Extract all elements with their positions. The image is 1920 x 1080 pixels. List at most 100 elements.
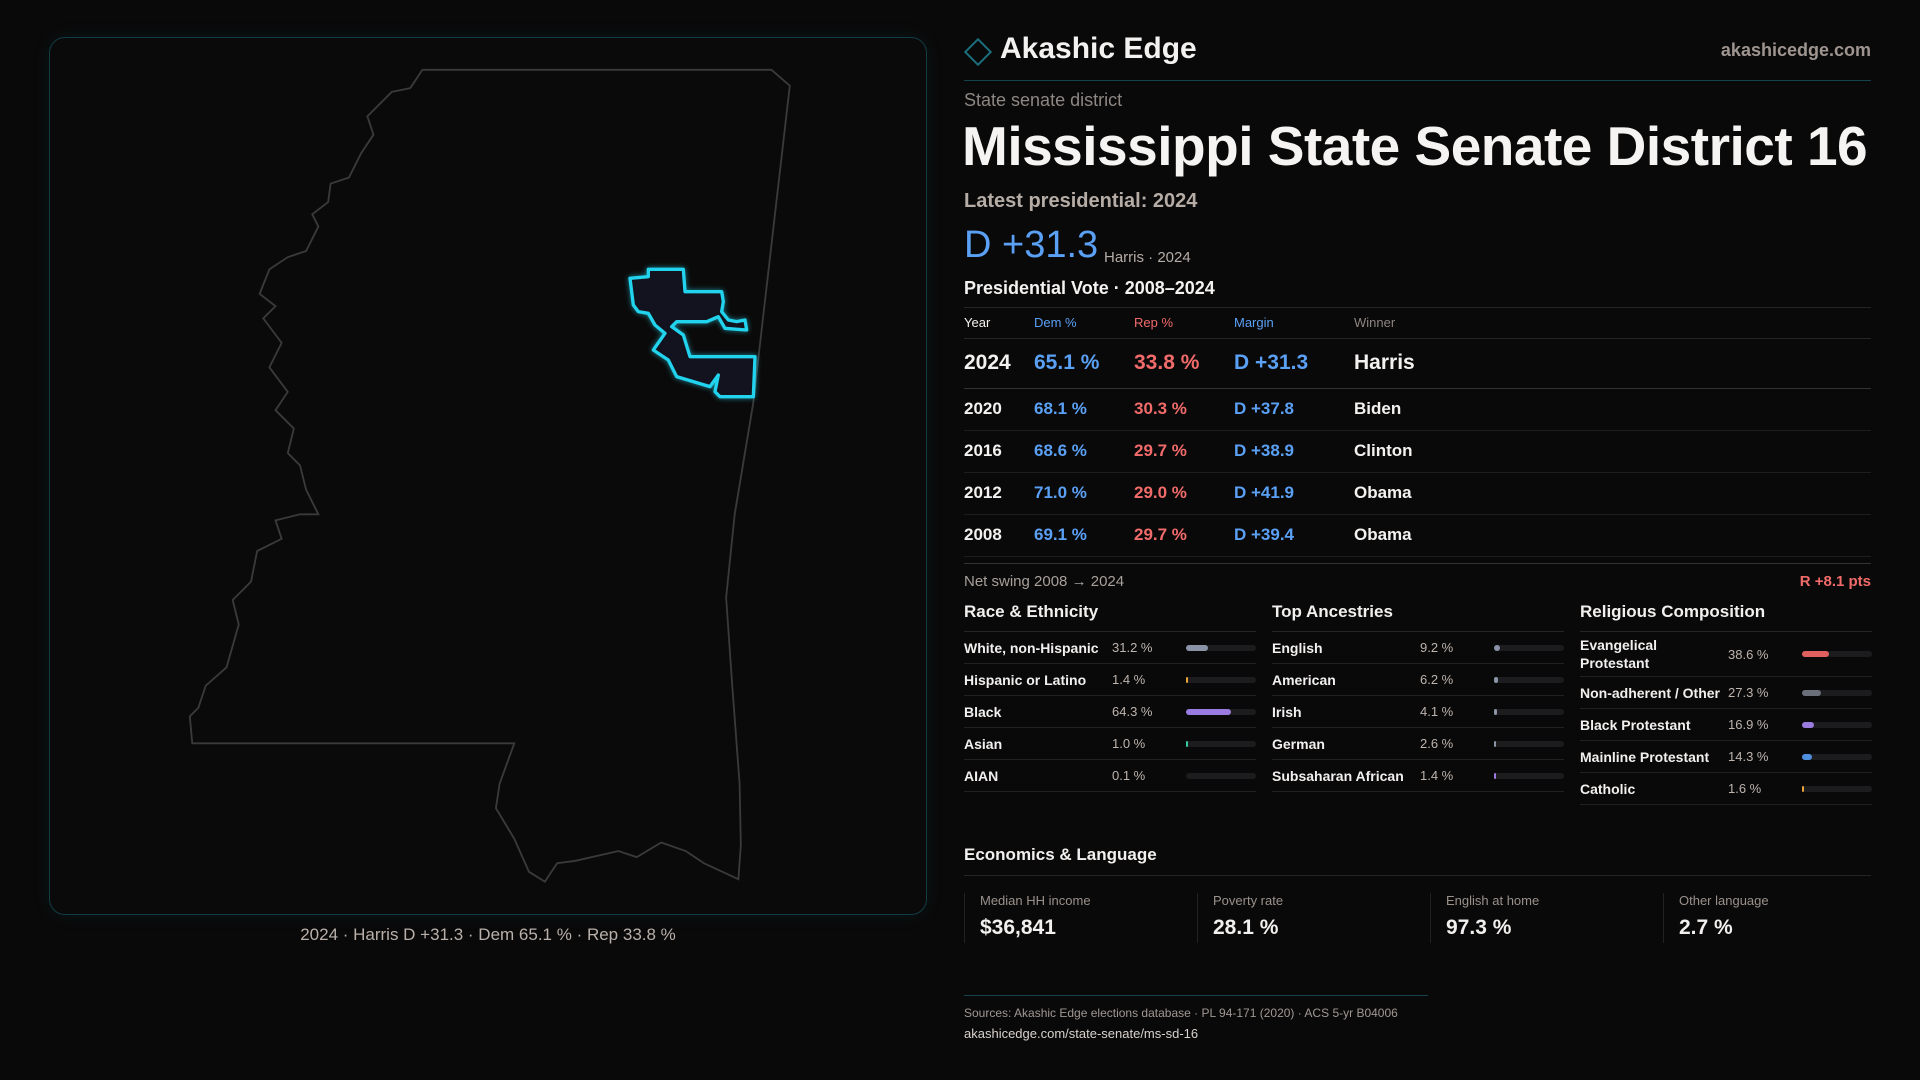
item-percent: 38.6 % bbox=[1728, 646, 1769, 662]
item-bar-track bbox=[1802, 689, 1872, 696]
item-bar-track bbox=[1494, 708, 1564, 715]
item-bar-track bbox=[1802, 785, 1872, 792]
economics-divider bbox=[964, 875, 1871, 876]
latest-presidential: Latest presidential: 2024 bbox=[964, 190, 1198, 212]
brand-name[interactable]: Akashic Edge bbox=[1000, 32, 1197, 65]
cell-year: 2008 bbox=[964, 514, 1034, 557]
list-item: Black Protestant 16.9 % bbox=[1580, 709, 1872, 741]
cell-rep-pct: 29.7 % bbox=[1134, 430, 1234, 473]
stat-label: Poverty rate bbox=[1213, 893, 1284, 908]
item-percent: 2.6 % bbox=[1420, 736, 1454, 751]
item-label: Non-adherent / Other bbox=[1580, 684, 1721, 701]
cell-rep-pct: 30.3 % bbox=[1134, 388, 1234, 431]
col-dem: Dem % bbox=[1034, 308, 1134, 339]
stat-card: Other language 2.7 % bbox=[1663, 893, 1890, 943]
stat-value: 2.7 % bbox=[1679, 916, 1733, 939]
net-swing-value: R +8.1 pts bbox=[1799, 573, 1871, 590]
section-title: Top Ancestries bbox=[1272, 602, 1564, 632]
item-bar-fill bbox=[1494, 676, 1499, 683]
economics-title: Economics & Language bbox=[964, 845, 1157, 864]
cell-year: 2012 bbox=[964, 472, 1034, 515]
item-percent: 64.3 % bbox=[1112, 704, 1153, 719]
cell-rep-pct: 33.8 % bbox=[1134, 338, 1234, 389]
cell-winner: Biden bbox=[1354, 388, 1871, 431]
site-link[interactable]: akashicedge.com bbox=[1720, 40, 1871, 60]
col-rep: Rep % bbox=[1134, 308, 1234, 339]
item-percent: 9.2 % bbox=[1420, 640, 1454, 655]
list-item: Mainline Protestant 14.3 % bbox=[1580, 741, 1872, 773]
col-winner: Winner bbox=[1354, 308, 1871, 339]
item-percent: 31.2 % bbox=[1112, 640, 1153, 655]
list-item: Non-adherent / Other 27.3 % bbox=[1580, 677, 1872, 709]
list-item: Evangelical Protestant 38.6 % bbox=[1580, 632, 1872, 677]
list-item: American 6.2 % bbox=[1272, 664, 1564, 696]
logo-diamond-icon bbox=[963, 37, 993, 67]
stat-card: Poverty rate 28.1 % bbox=[1197, 893, 1424, 943]
list-item: White, non-Hispanic 31.2 % bbox=[964, 632, 1256, 664]
table-row: 2016 68.6 % 29.7 % D +38.9 Clinton bbox=[964, 430, 1871, 473]
item-label: Black Protestant bbox=[1580, 716, 1691, 733]
list-item: Black 64.3 % bbox=[964, 696, 1256, 728]
item-bar-track bbox=[1802, 753, 1872, 760]
item-label: Subsaharan African bbox=[1272, 767, 1404, 784]
section-title: Race & Ethnicity bbox=[964, 602, 1256, 632]
cell-winner: Harris bbox=[1354, 338, 1871, 389]
list-item: English 9.2 % bbox=[1272, 632, 1564, 664]
stat-label: English at home bbox=[1446, 893, 1540, 908]
item-bar-track bbox=[1186, 740, 1256, 747]
item-bar-track bbox=[1802, 651, 1872, 657]
item-label: AIAN bbox=[964, 767, 999, 784]
cell-dem-pct: 68.1 % bbox=[1034, 388, 1134, 431]
table-top-divider bbox=[964, 307, 1871, 308]
stat-value: 97.3 % bbox=[1446, 916, 1512, 939]
item-bar-fill bbox=[1494, 708, 1497, 715]
item-label: White, non-Hispanic bbox=[964, 639, 1099, 656]
item-bar-track bbox=[1186, 708, 1256, 715]
table-bottom-divider bbox=[964, 563, 1871, 564]
stat-value: $36,841 bbox=[980, 916, 1056, 939]
item-bar-fill bbox=[1802, 689, 1822, 696]
cell-margin: D +41.9 bbox=[1234, 472, 1354, 515]
cell-margin: D +37.8 bbox=[1234, 388, 1354, 431]
presidential-table: Year Dem % Rep % Margin Winner 2024 65.1 … bbox=[964, 308, 1871, 557]
item-bar-track bbox=[1186, 644, 1256, 651]
map-panel[interactable] bbox=[49, 37, 927, 915]
col-margin: Margin bbox=[1234, 308, 1354, 339]
item-percent: 16.9 % bbox=[1728, 717, 1769, 732]
item-bar-track bbox=[1186, 772, 1256, 779]
item-bar-fill bbox=[1186, 644, 1208, 651]
stat-label: Median HH income bbox=[980, 893, 1091, 908]
item-label: Hispanic or Latino bbox=[964, 671, 1087, 688]
page-url[interactable]: akashicedge.com/state-senate/ms-sd-16 bbox=[964, 1026, 1199, 1041]
latest-margin-sub: Harris · 2024 bbox=[1104, 249, 1191, 266]
sources: Sources: Akashic Edge elections database… bbox=[964, 1006, 1398, 1020]
item-bar-fill bbox=[1802, 785, 1804, 792]
item-percent: 1.6 % bbox=[1728, 781, 1762, 796]
cell-dem-pct: 68.6 % bbox=[1034, 430, 1134, 473]
item-label: Asian bbox=[964, 735, 1003, 752]
cell-winner: Clinton bbox=[1354, 430, 1871, 473]
item-percent: 1.4 % bbox=[1420, 768, 1454, 783]
stat-card: Median HH income $36,841 bbox=[964, 893, 1191, 943]
stat-card: English at home 97.3 % bbox=[1430, 893, 1657, 943]
item-bar-fill bbox=[1802, 651, 1830, 657]
header-divider bbox=[964, 80, 1871, 81]
item-bar-track bbox=[1494, 740, 1564, 747]
cell-winner: Obama bbox=[1354, 514, 1871, 557]
cell-margin: D +39.4 bbox=[1234, 514, 1354, 557]
item-percent: 14.3 % bbox=[1728, 749, 1769, 764]
demographic-section: Religious Composition Evangelical Protest… bbox=[1580, 602, 1872, 805]
item-percent: 0.1 % bbox=[1112, 768, 1146, 783]
list-item: German 2.6 % bbox=[1272, 728, 1564, 760]
list-item: Irish 4.1 % bbox=[1272, 696, 1564, 728]
item-bar-fill bbox=[1802, 721, 1814, 728]
item-label: Irish bbox=[1272, 703, 1302, 720]
item-bar-track bbox=[1186, 676, 1256, 683]
table-row: 2012 71.0 % 29.0 % D +41.9 Obama bbox=[964, 472, 1871, 515]
section-title: Religious Composition bbox=[1580, 602, 1872, 632]
item-bar-track bbox=[1494, 644, 1564, 651]
item-bar-fill bbox=[1802, 753, 1812, 760]
list-item: Hispanic or Latino 1.4 % bbox=[964, 664, 1256, 696]
presidential-vote-title: Presidential Vote · 2008–2024 bbox=[964, 278, 1215, 298]
table-row: 2020 68.1 % 30.3 % D +37.8 Biden bbox=[964, 388, 1871, 431]
